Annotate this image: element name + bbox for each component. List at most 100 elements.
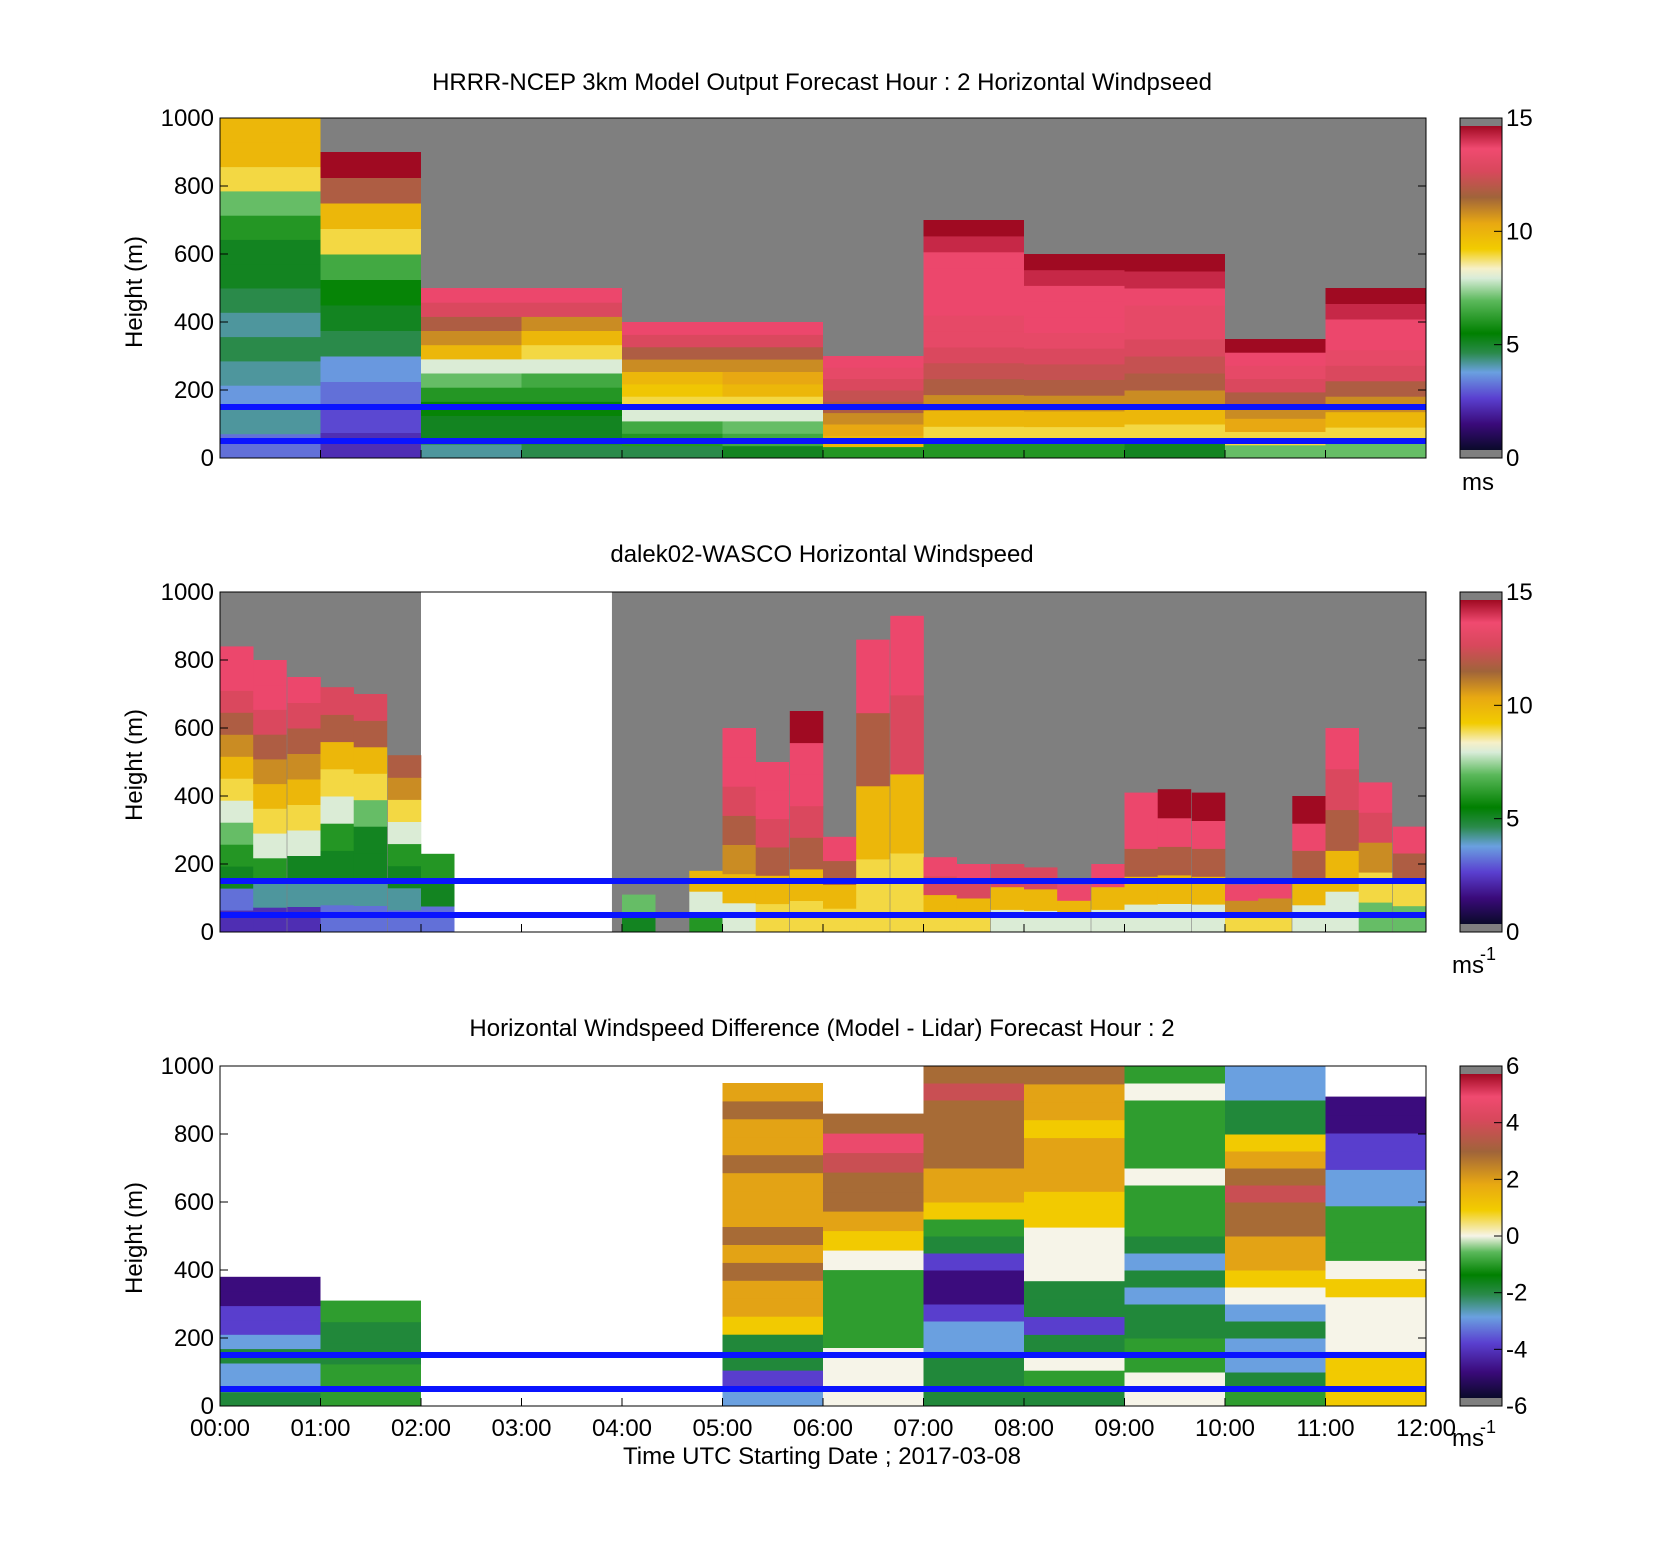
heatmap-cell [1191, 820, 1226, 849]
heatmap-cell [923, 331, 1024, 348]
heatmap-cell [320, 152, 421, 178]
heatmap-cell [622, 359, 723, 372]
heatmap-cell [823, 1191, 924, 1212]
heatmap-cell [789, 742, 824, 775]
heatmap-cell [220, 360, 321, 386]
heatmap-cell [722, 1334, 823, 1353]
heatmap-cell [253, 808, 287, 834]
heatmap-cell [387, 799, 422, 822]
y-tick-label: 1000 [161, 1053, 214, 1080]
heatmap-cell [1024, 1316, 1125, 1335]
heatmap-cell [622, 408, 723, 422]
x-tick-label: 10:00 [1195, 1415, 1255, 1442]
x-tick-label: 04:00 [592, 1415, 652, 1442]
heatmap-cell [1157, 846, 1192, 876]
heatmap-cell [923, 1304, 1024, 1322]
heatmap-cell [287, 702, 321, 729]
heatmap-cell [1124, 254, 1225, 272]
heatmap-cell [1258, 898, 1292, 916]
heatmap-cell [521, 288, 622, 303]
heatmap-cell [353, 746, 388, 774]
heatmap-cell [1325, 809, 1359, 851]
heatmap-cell [890, 694, 924, 775]
heatmap-cell [1124, 1253, 1225, 1271]
heatmap-cell [353, 905, 388, 933]
heatmap-cell [1325, 1278, 1426, 1298]
heatmap-cell [1124, 1236, 1225, 1254]
heatmap-cell [1325, 850, 1359, 892]
heatmap-cell [353, 773, 388, 801]
heatmap-cell [923, 1066, 1024, 1084]
heatmap-cell [1024, 1334, 1125, 1353]
colorbar-tick-label: 5 [1506, 806, 1519, 833]
heatmap-cell [1358, 842, 1393, 873]
heatmap-cell [1392, 826, 1427, 854]
heatmap-cell [421, 443, 522, 459]
colorbar-tick-label: 0 [1506, 919, 1519, 946]
heatmap-cell [320, 714, 354, 743]
heatmap-cell [923, 1100, 1024, 1118]
heatmap-cell [722, 1100, 823, 1120]
heatmap-cell [1124, 1219, 1225, 1237]
heatmap-cell [220, 263, 321, 289]
heatmap-cell [923, 410, 1024, 427]
heatmap-cell [1225, 916, 1259, 933]
heatmap-cell [923, 894, 957, 914]
heatmap-cell [622, 913, 656, 933]
heatmap-cell [421, 344, 522, 360]
heatmap-cell [923, 1185, 1024, 1203]
heatmap-cell [253, 833, 287, 859]
heatmap-cell [722, 408, 823, 422]
heatmap-cell [220, 215, 321, 240]
heatmap-cell [722, 1298, 823, 1317]
x-tick-label: 12:00 [1396, 1415, 1456, 1442]
heatmap-cell [823, 1328, 924, 1348]
y-tick-label: 800 [174, 173, 214, 200]
heatmap-cell [722, 1083, 823, 1102]
y-tick-label: 600 [174, 715, 214, 742]
heatmap-cell [622, 371, 723, 385]
panel-diff-plot: 0 200 400 600 800 1000 00:00 01:00 02:00 03:00 04:… [161, 1053, 1456, 1442]
heatmap-cell [1392, 853, 1427, 880]
heatmap-cell [823, 836, 857, 862]
heatmap-cell [1024, 1280, 1125, 1300]
heatmap-cell [789, 805, 824, 838]
heatmap-cell [421, 358, 522, 374]
y-tick-label: 400 [174, 309, 214, 336]
heatmap-cell [521, 415, 622, 431]
heatmap-cell [1325, 303, 1426, 320]
heatmap-cell [923, 220, 1024, 237]
x-tick-label: 07:00 [893, 1415, 953, 1442]
heatmap-cell [923, 857, 957, 877]
panel-model-title: HRRR-NCEP 3km Model Output Forecast Hour… [432, 69, 1212, 96]
x-tick-label: 08:00 [994, 1415, 1054, 1442]
heatmap-cell [421, 316, 522, 331]
heatmap-cell [755, 818, 790, 848]
heatmap-cell [823, 1172, 924, 1193]
heatmap-cell [1225, 1304, 1326, 1322]
heatmap-cell [1225, 1389, 1326, 1407]
heatmap-cell [722, 1172, 823, 1192]
heatmap-cell [923, 346, 1024, 364]
heatmap-cell [1225, 444, 1326, 459]
heatmap-cell [722, 1226, 823, 1245]
colorbar-tick-label: 15 [1506, 579, 1533, 606]
heatmap-cell [220, 1291, 321, 1307]
heatmap-cell [722, 1370, 823, 1389]
heatmap-cell [823, 378, 924, 391]
heatmap-cell [755, 847, 790, 876]
heatmap-cell [1124, 1321, 1225, 1339]
y-tick-label: 1000 [161, 105, 214, 132]
heatmap-cell [722, 786, 756, 816]
heatmap-cell [1057, 916, 1091, 933]
heatmap-cell [1358, 872, 1393, 903]
heatmap-cell [1225, 1355, 1326, 1373]
heatmap-cell [320, 254, 421, 280]
colorbar-tick-label: 4 [1506, 1110, 1519, 1137]
heatmap-cell [220, 1362, 321, 1378]
heatmap-cell [823, 1269, 924, 1290]
heatmap-cell [220, 690, 254, 713]
heatmap-cell [1225, 1236, 1326, 1254]
heatmap-cell [253, 758, 287, 785]
